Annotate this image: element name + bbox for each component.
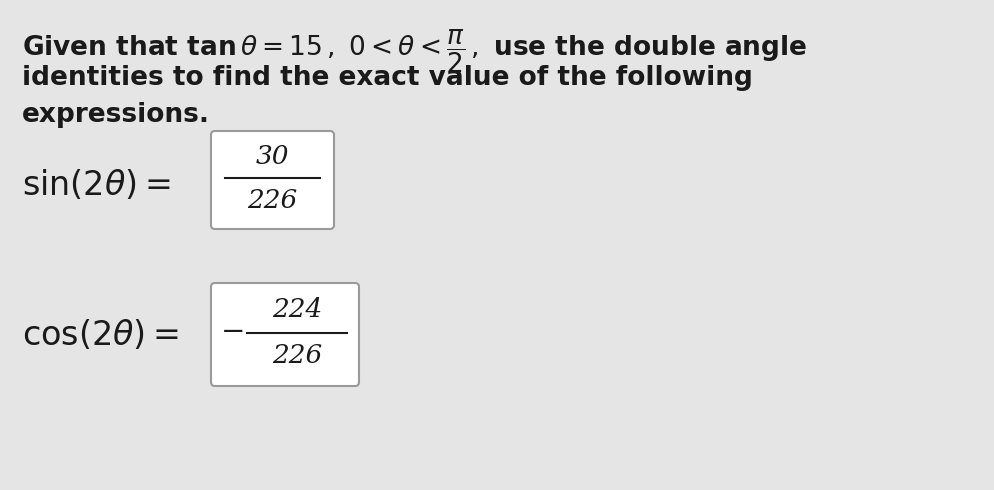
Text: identities to find the exact value of the following: identities to find the exact value of th… (22, 65, 752, 91)
Text: 30: 30 (255, 144, 289, 169)
Text: expressions.: expressions. (22, 102, 210, 128)
Text: $\mathrm{sin}(2\theta) =$: $\mathrm{sin}(2\theta) =$ (22, 168, 170, 202)
Text: $\mathrm{cos}(2\theta) =$: $\mathrm{cos}(2\theta) =$ (22, 318, 179, 352)
Text: 226: 226 (248, 188, 297, 213)
FancyBboxPatch shape (211, 131, 334, 229)
Text: 226: 226 (272, 343, 322, 368)
Text: Given that $\mathbf{tan}\,\theta = 15\,,\ 0 < \theta < \dfrac{\pi}{2}\,,$ use th: Given that $\mathbf{tan}\,\theta = 15\,,… (22, 28, 807, 75)
Text: 224: 224 (272, 297, 322, 322)
FancyBboxPatch shape (211, 283, 359, 386)
Text: −: − (221, 318, 246, 346)
